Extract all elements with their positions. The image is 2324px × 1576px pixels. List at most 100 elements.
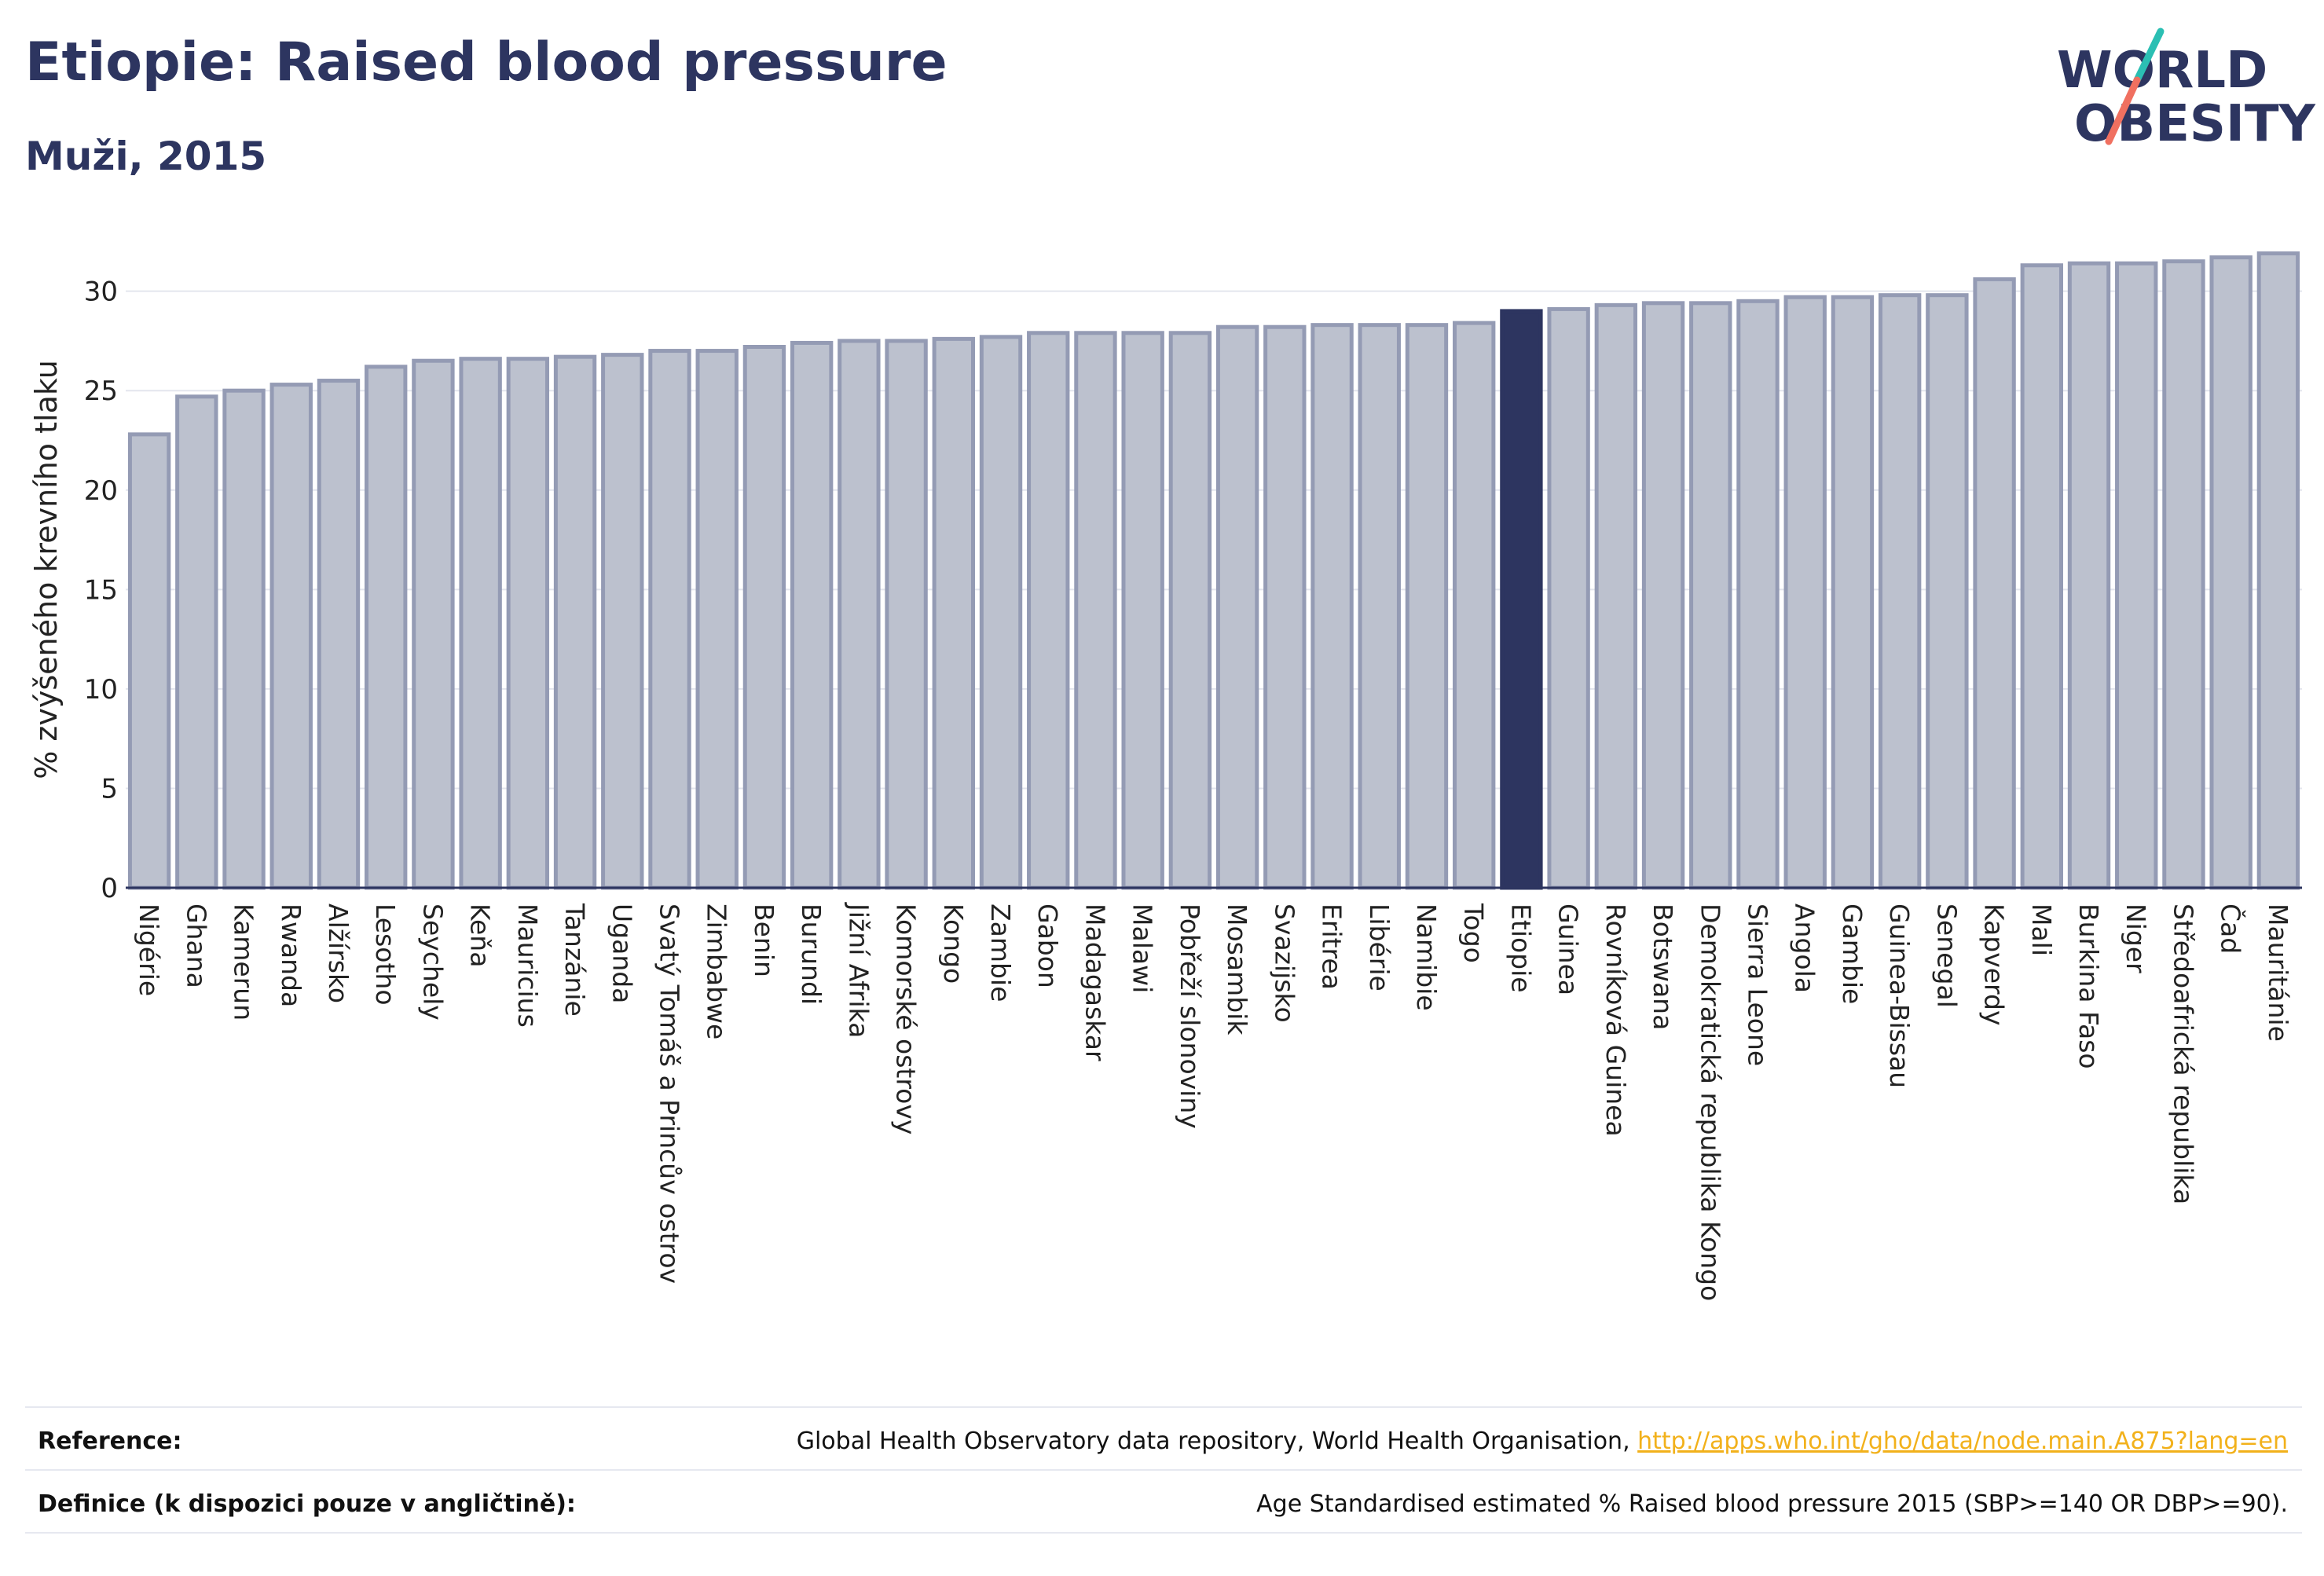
x-tick-label: Burundi bbox=[796, 903, 827, 1005]
bars bbox=[127, 251, 2300, 890]
definition-value: Age Standardised estimated % Raised bloo… bbox=[1256, 1490, 2288, 1518]
bar bbox=[1641, 301, 1685, 890]
x-tick-label: Svazijsko bbox=[1269, 903, 1299, 1023]
x-tick-label: Demokratická republika Kongo bbox=[1695, 903, 1725, 1301]
bar bbox=[2067, 261, 2111, 890]
bar bbox=[2162, 259, 2205, 890]
x-tick-label: Zimbabwe bbox=[702, 903, 732, 1039]
bar bbox=[838, 339, 881, 890]
x-tick-label: Angola bbox=[1790, 903, 1820, 993]
footer-divider-top bbox=[25, 1406, 2302, 1408]
x-tick-label: Togo bbox=[1458, 903, 1489, 963]
bar bbox=[127, 432, 171, 890]
x-tick-label: Mali bbox=[2026, 903, 2057, 956]
bar bbox=[365, 365, 408, 890]
x-tick-label: Kapverdy bbox=[1979, 903, 2010, 1026]
y-tick-label: 0 bbox=[101, 873, 118, 904]
x-tick-label: Lesotho bbox=[370, 903, 401, 1006]
bar bbox=[1547, 306, 1590, 890]
bar bbox=[1215, 324, 1259, 890]
x-tick-label: Kamerun bbox=[229, 903, 259, 1021]
x-tick-labels: Nigérie Ghana Kamerun Rwanda Alžírsko Lesotho… bbox=[134, 902, 2293, 1301]
bar bbox=[1074, 331, 1117, 890]
y-tick-label: 10 bbox=[84, 674, 118, 706]
x-tick-label: Zambie bbox=[985, 903, 1016, 1002]
bar bbox=[2020, 263, 2063, 890]
bar bbox=[1783, 295, 1827, 890]
x-tick-label: Rwanda bbox=[276, 903, 306, 1007]
x-tick-label: Gabon bbox=[1032, 903, 1063, 988]
world-obesity-logo: WORLD OBESITY bbox=[2043, 24, 2315, 165]
y-tick-labels: 0 5 10 15 20 25 30 bbox=[84, 277, 118, 904]
bar bbox=[790, 340, 834, 890]
bar bbox=[932, 336, 975, 890]
bar bbox=[1689, 301, 1732, 890]
bar bbox=[553, 354, 597, 890]
y-tick-label: 15 bbox=[84, 574, 118, 606]
x-tick-label: Rovníková Guinea bbox=[1600, 903, 1631, 1137]
bar bbox=[2115, 261, 2158, 890]
bar bbox=[742, 345, 786, 890]
x-tick-label: Pobřeží slonoviny bbox=[1175, 903, 1205, 1129]
bar bbox=[1405, 323, 1449, 890]
x-tick-label: Jižní Afrika bbox=[843, 902, 874, 1038]
bar bbox=[1453, 321, 1496, 890]
x-tick-label: Čad bbox=[2216, 903, 2247, 954]
reference-label: Reference: bbox=[38, 1428, 182, 1455]
y-tick-label: 20 bbox=[84, 475, 118, 507]
x-tick-label: Alžírsko bbox=[323, 903, 354, 1003]
bar bbox=[1594, 302, 1638, 890]
footer-divider-middle bbox=[25, 1469, 2302, 1471]
x-tick-label: Sierra Leone bbox=[1743, 903, 1773, 1066]
y-tick-label: 5 bbox=[101, 773, 118, 804]
x-tick-label: Mosambik bbox=[1222, 903, 1252, 1035]
chart-subtitle: Muži, 2015 bbox=[25, 134, 267, 179]
bar bbox=[601, 353, 644, 890]
bar bbox=[412, 358, 455, 890]
bar bbox=[1736, 299, 1780, 890]
bar-chart: 0 5 10 15 20 25 30 Nigérie Ghana Kamerun Rwanda Al… bbox=[29, 251, 2302, 1301]
bar bbox=[222, 388, 266, 890]
x-tick-label: Tanzánie bbox=[559, 903, 590, 1017]
bar-highlighted bbox=[1500, 309, 1543, 890]
bar bbox=[695, 349, 739, 890]
x-tick-label: Botswana bbox=[1648, 903, 1678, 1030]
bar bbox=[885, 339, 928, 890]
x-tick-label: Uganda bbox=[607, 903, 637, 1003]
x-tick-label: Guinea bbox=[1553, 903, 1584, 995]
bar bbox=[1878, 293, 1922, 890]
bar bbox=[1310, 323, 1354, 890]
x-tick-label: Eritrea bbox=[1317, 903, 1347, 990]
x-tick-label: Mauritánie bbox=[2263, 903, 2293, 1042]
bar bbox=[2209, 255, 2253, 890]
bar bbox=[1831, 295, 1875, 890]
x-tick-label: Burkina Faso bbox=[2073, 903, 2104, 1069]
x-tick-label: Svatý Tomáš a Princův ostrov bbox=[654, 903, 685, 1284]
x-tick-label: Madagaskar bbox=[1080, 903, 1110, 1061]
bar bbox=[979, 335, 1023, 890]
x-tick-label: Komorské ostrovy bbox=[891, 903, 922, 1134]
reference-link[interactable]: http://apps.who.int/gho/data/node.main.A… bbox=[1637, 1428, 2288, 1455]
bar bbox=[459, 357, 502, 890]
bar bbox=[1168, 331, 1212, 890]
x-tick-label: Namibie bbox=[1411, 903, 1442, 1011]
definition-label: Definice (k dispozici pouze v angličtině… bbox=[38, 1490, 576, 1518]
y-axis-label: % zvýšeného krevního tlaku bbox=[29, 360, 64, 779]
bar bbox=[2256, 251, 2300, 890]
bar bbox=[1926, 293, 1969, 890]
logo-slash-icon bbox=[2105, 27, 2165, 145]
reference-text: Global Health Observatory data repositor… bbox=[796, 1428, 1638, 1455]
bar bbox=[1263, 324, 1307, 890]
reference-value: Global Health Observatory data repositor… bbox=[797, 1428, 2288, 1455]
bar bbox=[1358, 323, 1401, 890]
x-tick-label: Ghana bbox=[181, 903, 211, 988]
bar bbox=[175, 394, 218, 890]
x-tick-label: Malawi bbox=[1127, 903, 1158, 993]
x-tick-label: Etiopie bbox=[1505, 903, 1536, 993]
y-tick-label: 25 bbox=[84, 376, 118, 407]
x-tick-label: Senegal bbox=[1931, 903, 1962, 1008]
chart-title: Etiopie: Raised blood pressure bbox=[25, 31, 948, 93]
bar bbox=[506, 357, 550, 890]
x-tick-label: Mauricius bbox=[512, 903, 543, 1028]
bar bbox=[269, 383, 313, 890]
